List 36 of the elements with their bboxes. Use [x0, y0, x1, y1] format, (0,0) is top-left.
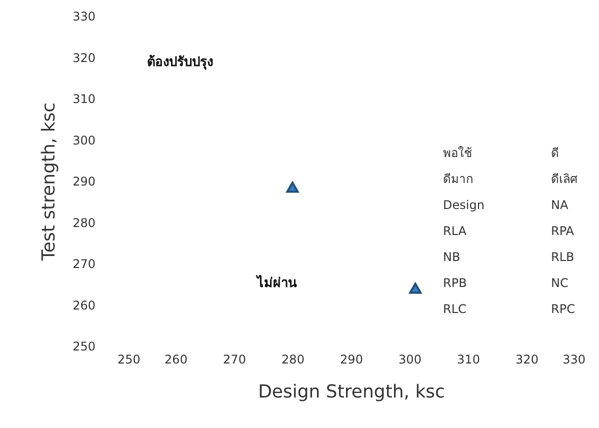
y-tick-label: 250 [72, 340, 96, 354]
annotation: RPB [443, 276, 467, 290]
y-axis-title: Test strength, ksc [38, 102, 60, 262]
x-tick-label: 300 [398, 352, 422, 366]
y-tick-label: 300 [72, 133, 96, 148]
annotation: Design [443, 198, 484, 212]
annotation: ไม่ผ่าน [255, 274, 297, 291]
annotation: ดีเลิศ [551, 172, 578, 186]
x-tick-label: 280 [282, 352, 304, 366]
annotation: RLB [551, 250, 574, 264]
x-tick-label: 250 [118, 352, 140, 366]
y-tick-label: 260 [72, 298, 96, 312]
x-axis-title: Design Strength, ksc [258, 382, 445, 402]
x-tick-label: 260 [164, 352, 188, 366]
annotation: ดีมาก [443, 172, 473, 186]
annotation: NB [443, 250, 460, 264]
annotation: ต้องปรับปรุง [147, 54, 213, 70]
y-tick-label: 270 [72, 257, 96, 271]
y-tick-label: 280 [72, 216, 96, 230]
x-tick-label: 270 [223, 352, 246, 366]
y-tick-label: 290 [72, 174, 96, 188]
x-tick-label: 330 [562, 352, 586, 366]
annotation: RPA [551, 224, 575, 238]
y-tick-label: 310 [72, 92, 96, 106]
annotation: NA [551, 198, 569, 212]
y-tick-label: 320 [72, 50, 96, 65]
y-tick-label: 330 [72, 10, 96, 24]
annotation: ดี [551, 146, 559, 160]
x-tick-label: 290 [340, 352, 363, 366]
annotation: RLC [443, 302, 466, 316]
x-tick-label: 320 [516, 352, 538, 366]
annotation: RPC [551, 302, 575, 316]
annotation: RLA [443, 224, 468, 238]
annotation: NC [551, 276, 568, 290]
annotation: พอใช้ [443, 146, 472, 160]
x-tick-label: 310 [457, 352, 480, 366]
